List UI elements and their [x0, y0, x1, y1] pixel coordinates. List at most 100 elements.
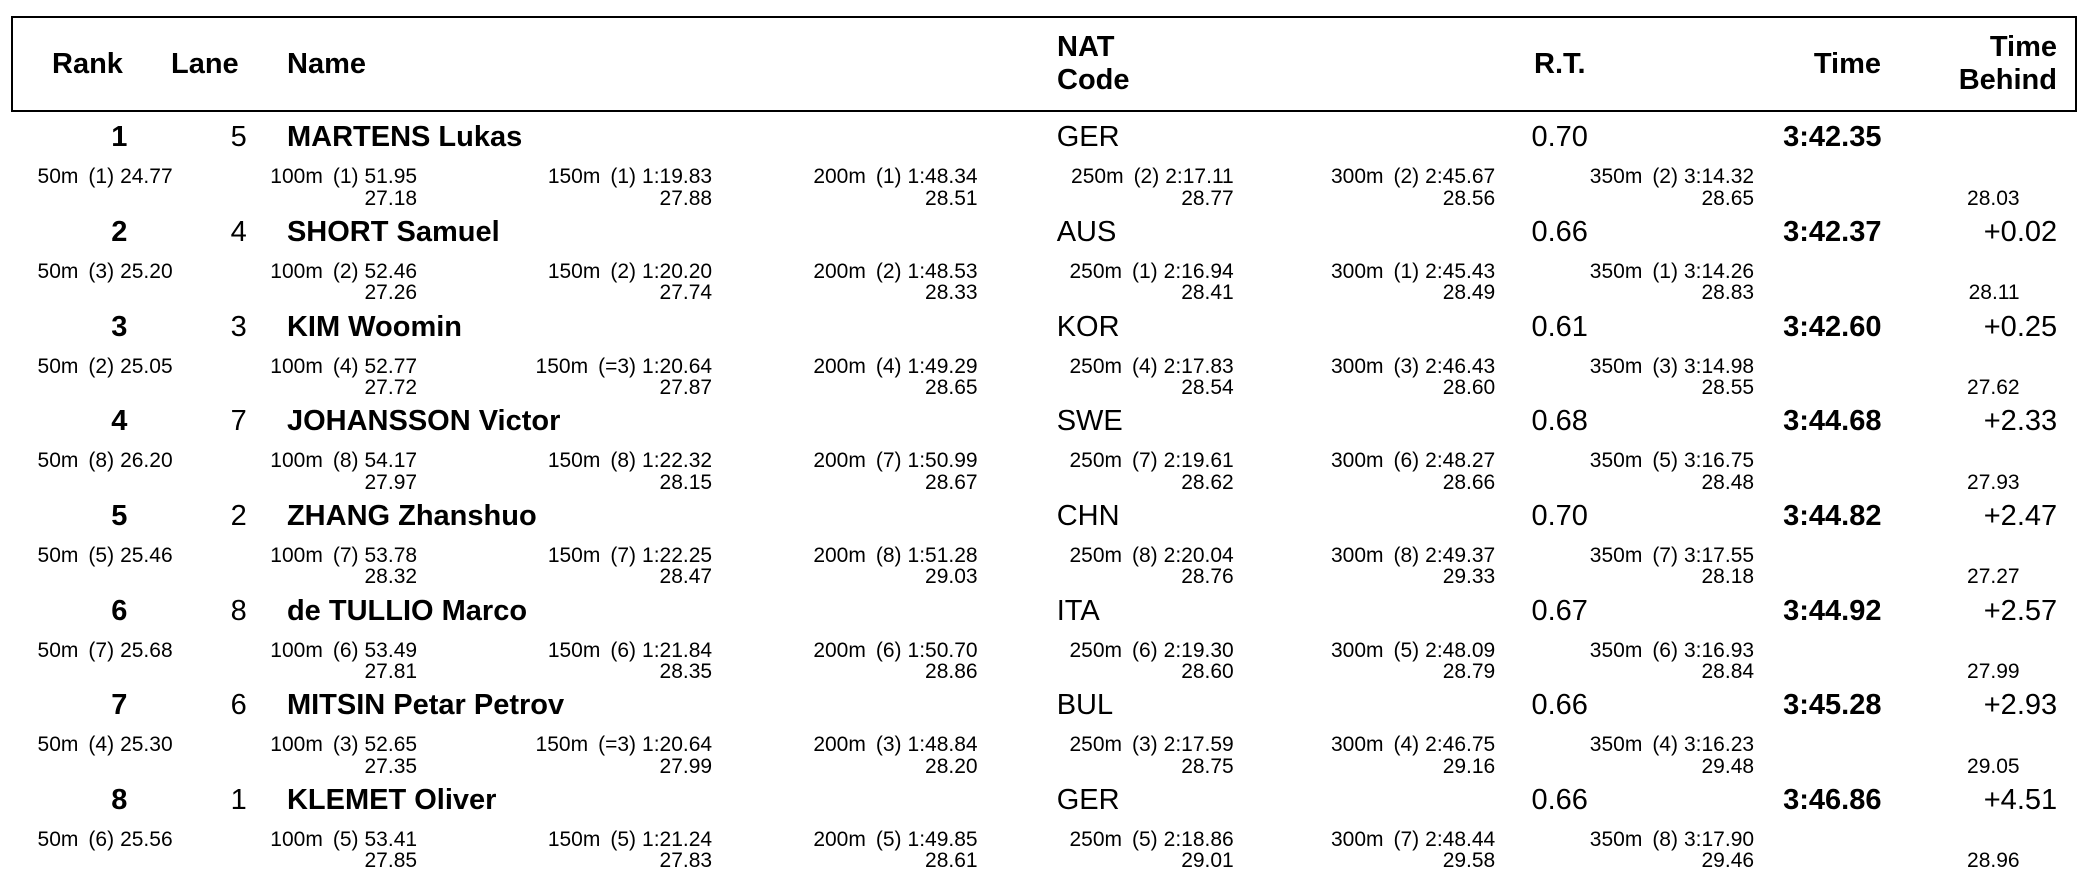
header-rt: R.T. [1534, 48, 1586, 80]
athlete-name: KLEMET Oliver [286, 784, 497, 817]
athlete-name: de TULLIO Marco [286, 594, 528, 627]
split-time: 25.46 [120, 543, 173, 567]
split-place: (4) [88, 733, 115, 757]
split-dist: 200m [813, 354, 866, 378]
split-time: 54.17 [364, 449, 418, 473]
split-line: 300m (1) 2:45.43 [1331, 261, 1495, 282]
split-line: 250m (8) 2:20.04 [1069, 545, 1233, 566]
split-lap: 27.81 [364, 660, 418, 684]
rank: 6 [111, 594, 128, 627]
rank: 2 [111, 216, 128, 249]
split-dist: 100m [270, 449, 323, 473]
split-time: 2:17.83 [1163, 354, 1234, 378]
split-line: 350m (4) 3:16.23 [1590, 734, 1754, 755]
split-place: (2) [1133, 165, 1160, 189]
athlete-name: ZHANG Zhanshuo [286, 500, 537, 533]
split-line: 350m (1) 3:14.26 [1590, 261, 1754, 282]
split-line: 300m (2) 2:45.67 [1331, 166, 1495, 187]
split-time: 2:46.43 [1425, 354, 1496, 378]
split-line: 150m (6) 1:21.84 [548, 640, 712, 661]
split-time: 51.95 [364, 165, 418, 189]
split-line: 250m (3) 2:17.59 [1069, 734, 1233, 755]
split-time: 1:48.84 [907, 733, 978, 757]
split-dist: 300m [1330, 259, 1384, 283]
split-line: 200m (7) 1:50.99 [813, 450, 977, 471]
split-place: (7) [1393, 828, 1420, 852]
split-dist: 300m [1330, 354, 1384, 378]
split-line: 250m (1) 2:16.94 [1069, 261, 1233, 282]
split-place: (5) [1393, 638, 1420, 662]
split-lap: 28.65 [1701, 186, 1755, 210]
split-dist: 50m [37, 354, 79, 378]
athlete-name: KIM Woomin [286, 310, 463, 343]
rank: 1 [111, 121, 128, 154]
split-dist: 100m [270, 354, 323, 378]
last-lap: 28.96 [1967, 849, 2020, 873]
split-lap: 28.60 [1442, 376, 1496, 400]
time-behind: +0.02 [1983, 216, 2058, 249]
reaction-time: 0.70 [1531, 500, 1588, 533]
split-place: (6) [610, 638, 637, 662]
lane: 3 [230, 310, 247, 343]
rank: 5 [111, 500, 128, 533]
header-time: Time [1813, 48, 1881, 80]
split-dist: 250m [1069, 733, 1122, 757]
split-dist: 200m [813, 165, 866, 189]
split-place: (6) [1652, 638, 1678, 662]
split-dist: 200m [813, 449, 866, 473]
split-line: 150m (=3) 1:20.64 [536, 356, 713, 377]
split-time: 1:20.64 [642, 354, 713, 378]
lane: 5 [230, 121, 247, 154]
split-lap: 28.75 [1181, 754, 1234, 778]
split-time: 3:14.26 [1683, 259, 1755, 283]
header-lane: Lane [171, 48, 239, 80]
split-place: (6) [1132, 638, 1158, 662]
split-place: (7) [875, 449, 902, 473]
header-box [11, 16, 2077, 112]
split-line: 150m (7) 1:22.25 [548, 545, 712, 566]
split-place: (1) [1132, 259, 1158, 283]
split-line: 50m (5) 25.46 [38, 545, 173, 566]
split-lap: 27.72 [364, 376, 418, 400]
split-time: 1:50.70 [907, 638, 978, 662]
split-dist: 150m [547, 638, 601, 662]
split-lap: 28.54 [1181, 376, 1234, 400]
split-time: 3:16.23 [1683, 733, 1755, 757]
nat-code: GER [1056, 121, 1120, 154]
split-dist: 150m [535, 733, 589, 757]
split-lap: 29.16 [1442, 754, 1496, 778]
split-time: 1:51.28 [907, 543, 978, 567]
split-dist: 250m [1069, 449, 1122, 473]
last-lap: 27.99 [1967, 660, 2020, 684]
split-place: (2) [1652, 165, 1678, 189]
split-time: 2:49.37 [1425, 543, 1496, 567]
split-time: 1:20.20 [642, 259, 713, 283]
split-lap: 28.62 [1181, 470, 1234, 494]
split-time: 3:16.75 [1683, 449, 1755, 473]
split-dist: 100m [270, 828, 323, 852]
split-dist: 300m [1330, 733, 1384, 757]
split-line: 50m (8) 26.20 [38, 450, 173, 471]
split-line: 150m (8) 1:22.32 [548, 450, 712, 471]
split-dist: 300m [1330, 638, 1384, 662]
split-dist: 350m [1589, 638, 1643, 662]
split-line: 350m (7) 3:17.55 [1590, 545, 1754, 566]
split-place: (4) [875, 354, 902, 378]
split-place: (8) [1652, 828, 1678, 852]
split-place: (1) [1393, 259, 1420, 283]
split-line: 300m (3) 2:46.43 [1331, 356, 1495, 377]
rank: 8 [111, 784, 128, 817]
split-dist: 150m [535, 354, 589, 378]
split-line: 50m (7) 25.68 [38, 640, 173, 661]
split-lap: 27.99 [659, 754, 713, 778]
split-lap: 28.61 [925, 849, 978, 873]
split-dist: 350m [1589, 828, 1643, 852]
split-time: 2:19.30 [1163, 638, 1234, 662]
nat-code: CHN [1056, 500, 1120, 533]
split-time: 2:16.94 [1163, 259, 1234, 283]
split-time: 1:21.84 [642, 638, 713, 662]
split-lap: 28.33 [925, 281, 978, 305]
split-dist: 100m [270, 733, 323, 757]
split-time: 52.46 [364, 259, 418, 283]
split-line: 200m (6) 1:50.70 [813, 640, 977, 661]
